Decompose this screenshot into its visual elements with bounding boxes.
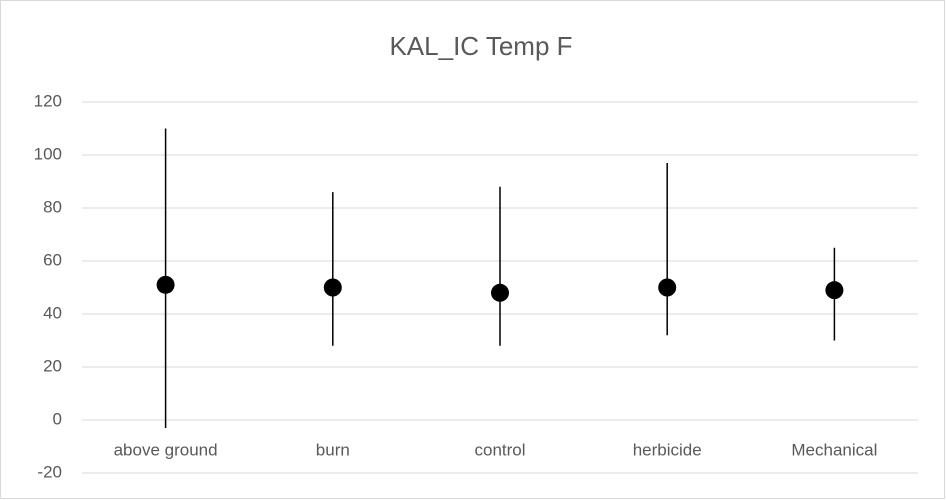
x-tick-label: Mechanical	[791, 440, 877, 459]
x-tick-label: herbicide	[633, 440, 702, 459]
y-tick-label: -20	[37, 462, 62, 481]
y-tick-label: 80	[43, 197, 62, 216]
x-tick-label: control	[474, 440, 525, 459]
x-tick-label: burn	[316, 440, 350, 459]
dot	[825, 281, 844, 300]
x-tick-label: above ground	[114, 440, 218, 459]
y-tick-label: 100	[34, 144, 62, 163]
y-tick-label: 120	[34, 91, 62, 110]
chart-title: KAL_IC Temp F	[389, 31, 572, 61]
y-tick-label: 60	[43, 250, 62, 269]
y-tick-label: 20	[43, 356, 62, 375]
dot	[658, 278, 677, 297]
y-tick-label: 0	[53, 409, 62, 428]
y-tick-label: 40	[43, 303, 62, 322]
dot	[491, 283, 509, 302]
dot	[323, 278, 342, 297]
dot	[156, 275, 175, 294]
